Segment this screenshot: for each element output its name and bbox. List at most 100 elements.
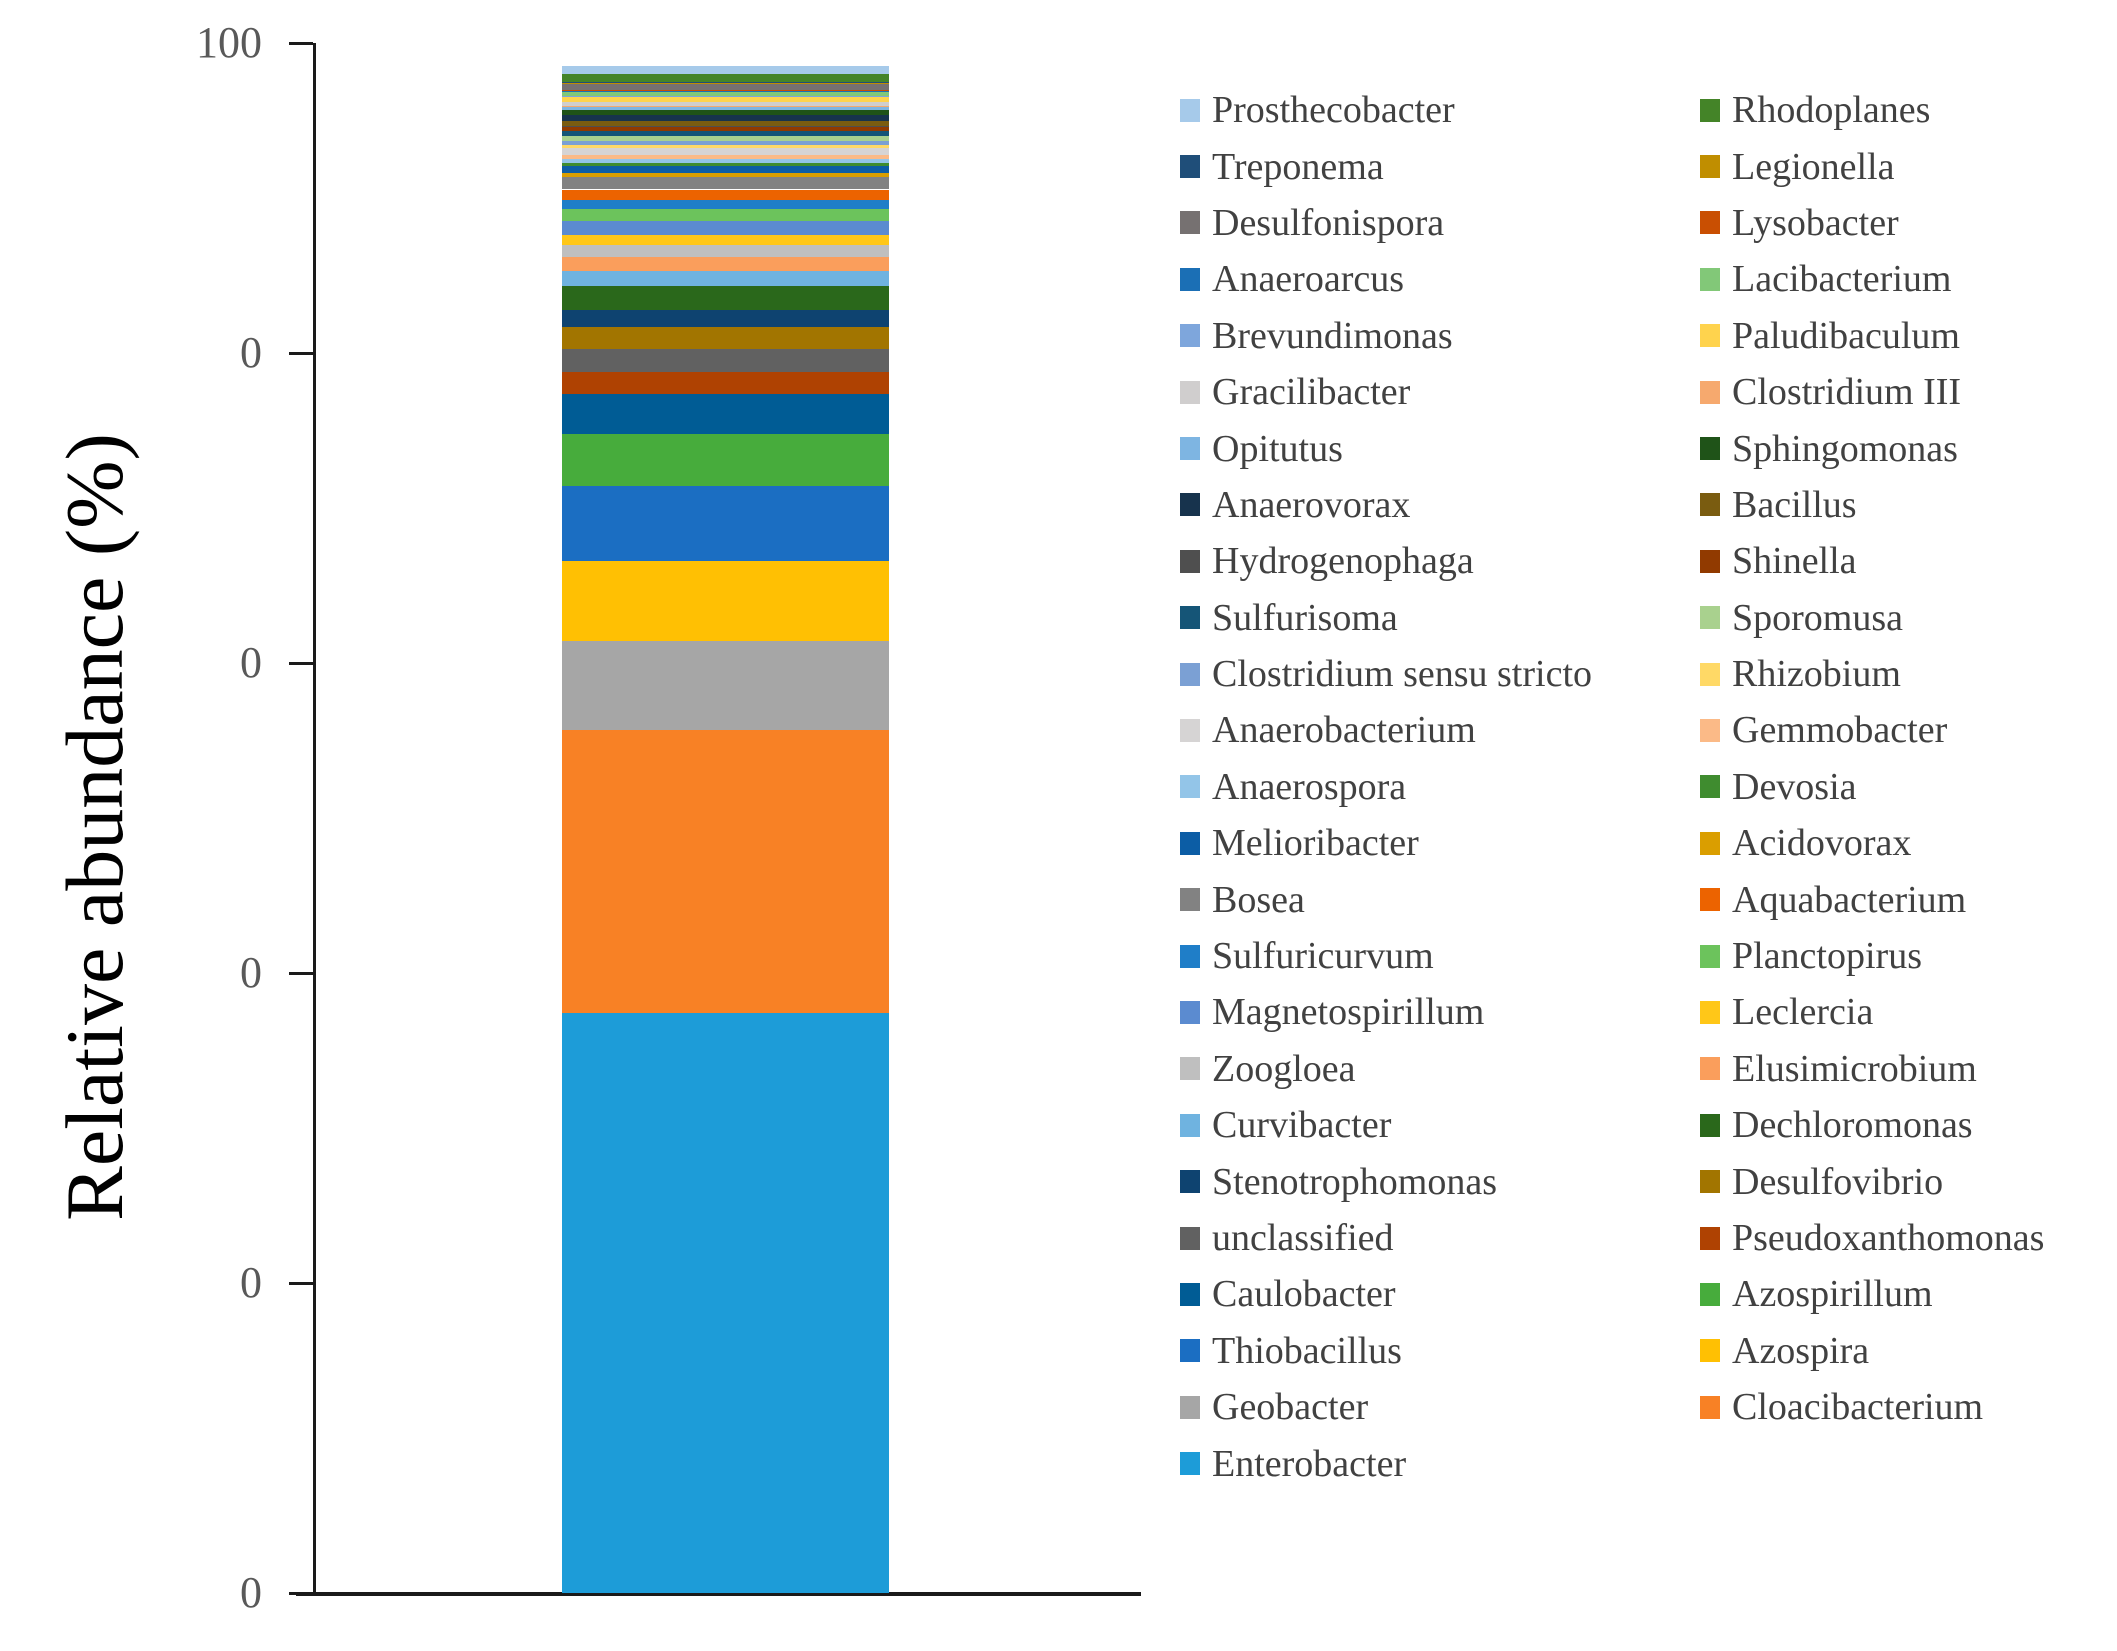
bar-segment-sulfurisoma — [562, 131, 889, 136]
y-axis-tick — [289, 661, 313, 665]
legend-item-leclercia: Leclercia — [1700, 984, 2044, 1040]
legend-label: Rhodoplanes — [1732, 89, 1931, 132]
legend-swatch-icon — [1180, 437, 1200, 461]
bar-segment-azospirillum — [562, 434, 889, 487]
legend-item-anaeroarcus: Anaeroarcus — [1180, 251, 1592, 307]
legend-item-devosia: Devosia — [1700, 759, 2044, 815]
bar-segment-bosea — [562, 177, 889, 190]
legend-swatch-icon — [1180, 775, 1200, 799]
y-axis-line — [313, 43, 316, 1596]
bar-segment-rhizobium — [562, 144, 889, 149]
bar-segment-cloacibacterium — [562, 729, 889, 1014]
legend-label: Cloacibacterium — [1732, 1386, 1984, 1429]
bar-segment-anaerobacterium — [562, 148, 889, 155]
legend-label: Shinella — [1732, 540, 1857, 583]
legend-swatch-icon — [1700, 1282, 1720, 1306]
bar-segment-sporomusa — [562, 136, 889, 141]
legend-label: Prosthecobacter — [1212, 89, 1455, 132]
legend-item-desulfonispora: Desulfonispora — [1180, 195, 1592, 251]
legend-label: Devosia — [1732, 765, 1857, 808]
y-axis-tick — [289, 351, 313, 355]
legend-swatch-icon — [1700, 437, 1720, 461]
legend-swatch-icon — [1180, 1395, 1200, 1419]
bar-segment-geobacter — [562, 641, 889, 730]
bar-segment-thiobacillus — [562, 486, 889, 561]
legend-label: Azospira — [1732, 1329, 1870, 1372]
legend-item-melioribacter: Melioribacter — [1180, 815, 1592, 871]
legend-label: Lysobacter — [1732, 201, 1899, 244]
bar-segment-zoogloea — [562, 244, 889, 257]
bar-segment-melioribacter — [562, 166, 889, 174]
legend-label: Gracilibacter — [1212, 371, 1411, 414]
bar-segment-dechloromonas — [562, 286, 889, 310]
legend-label: unclassified — [1212, 1217, 1394, 1259]
legend-swatch-icon — [1180, 549, 1200, 573]
legend-label: Sporomusa — [1732, 596, 1903, 639]
legend-swatch-icon — [1180, 211, 1200, 235]
legend-label: Bosea — [1212, 878, 1305, 921]
y-axis-tick — [289, 41, 313, 45]
y-axis-tick — [289, 971, 313, 975]
legend-swatch-icon — [1180, 267, 1200, 291]
legend-swatch-icon — [1700, 549, 1720, 573]
legend-item-acidovorax: Acidovorax — [1700, 815, 2044, 871]
legend-swatch-icon — [1180, 98, 1200, 122]
legend-label: Desulfonispora — [1212, 201, 1445, 244]
legend-item-pseudoxanthomonas: Pseudoxanthomonas — [1700, 1210, 2044, 1266]
legend-item-enterobacter: Enterobacter — [1180, 1435, 1592, 1491]
legend-label: Rhizobium — [1732, 653, 1901, 696]
bar-segment-caulobacter — [562, 394, 889, 435]
legend-swatch-icon — [1700, 155, 1720, 179]
legend-swatch-icon — [1700, 1057, 1720, 1081]
legend-label: Sphingomonas — [1732, 427, 1958, 470]
bar-segment-magnetospirillum — [562, 221, 889, 236]
legend-item-bacillus: Bacillus — [1700, 477, 2044, 533]
bar-segment-enterobacter — [562, 1013, 889, 1593]
legend-item-magnetospirillum: Magnetospirillum — [1180, 984, 1592, 1040]
legend-swatch-icon — [1700, 662, 1720, 686]
legend-swatch-icon — [1180, 718, 1200, 742]
legend-item-thiobacillus: Thiobacillus — [1180, 1323, 1592, 1379]
legend-item-aquabacterium: Aquabacterium — [1700, 871, 2044, 927]
bar-segment-leclercia — [562, 235, 889, 245]
y-axis-title: Relative abundance (%) — [49, 433, 140, 1221]
legend-swatch-icon — [1180, 324, 1200, 348]
legend-label: Legionella — [1732, 145, 1895, 188]
legend-label: Leclercia — [1732, 991, 1874, 1034]
legend-swatch-icon — [1180, 1339, 1200, 1363]
legend-item-legionella: Legionella — [1700, 138, 2044, 194]
legend-label: Planctopirus — [1732, 935, 1922, 978]
bar-segment-sphingomonas — [562, 110, 889, 116]
legend-label: Anaerovorax — [1212, 483, 1411, 526]
x-axis-line — [296, 1592, 1141, 1596]
bar-segment-prosthecobacter — [562, 66, 889, 74]
legend-label: Pseudoxanthomonas — [1732, 1217, 2045, 1259]
legend-swatch-icon — [1700, 1000, 1720, 1024]
legend-item-brevundimonas: Brevundimonas — [1180, 308, 1592, 364]
legend-label: Dechloromonas — [1732, 1104, 1973, 1147]
legend-item-sporomusa: Sporomusa — [1700, 590, 2044, 646]
bar-segment-rhodoplanes — [562, 74, 889, 82]
legend-item-geobacter: Geobacter — [1180, 1379, 1592, 1435]
legend-label: Anaerospora — [1212, 765, 1407, 808]
bar-segment-opitutus — [562, 106, 889, 111]
legend-swatch-icon — [1180, 380, 1200, 404]
legend-swatch-icon — [1180, 606, 1200, 630]
bar-segment-unclassified — [562, 349, 889, 373]
legend-swatch-icon — [1180, 155, 1200, 179]
legend-item-paludibaculum: Paludibaculum — [1700, 308, 2044, 364]
legend-label: Azospirillum — [1732, 1273, 1933, 1316]
legend-item-elusimicrobium: Elusimicrobium — [1700, 1041, 2044, 1097]
legend-item-opitutus: Opitutus — [1180, 420, 1592, 476]
legend-label: Sulfuricurvum — [1212, 935, 1434, 978]
legend-swatch-icon — [1700, 831, 1720, 855]
bar-segment-gemmobacter — [562, 154, 889, 160]
legend-label: Anaeroarcus — [1212, 258, 1405, 301]
legend-item-shinella: Shinella — [1700, 533, 2044, 589]
legend-swatch-icon — [1180, 1113, 1200, 1137]
legend-swatch-icon — [1700, 493, 1720, 517]
legend-label: Opitutus — [1212, 427, 1343, 470]
legend-item-rhodoplanes: Rhodoplanes — [1700, 82, 2044, 138]
legend-item-sulfuricurvum: Sulfuricurvum — [1180, 928, 1592, 984]
